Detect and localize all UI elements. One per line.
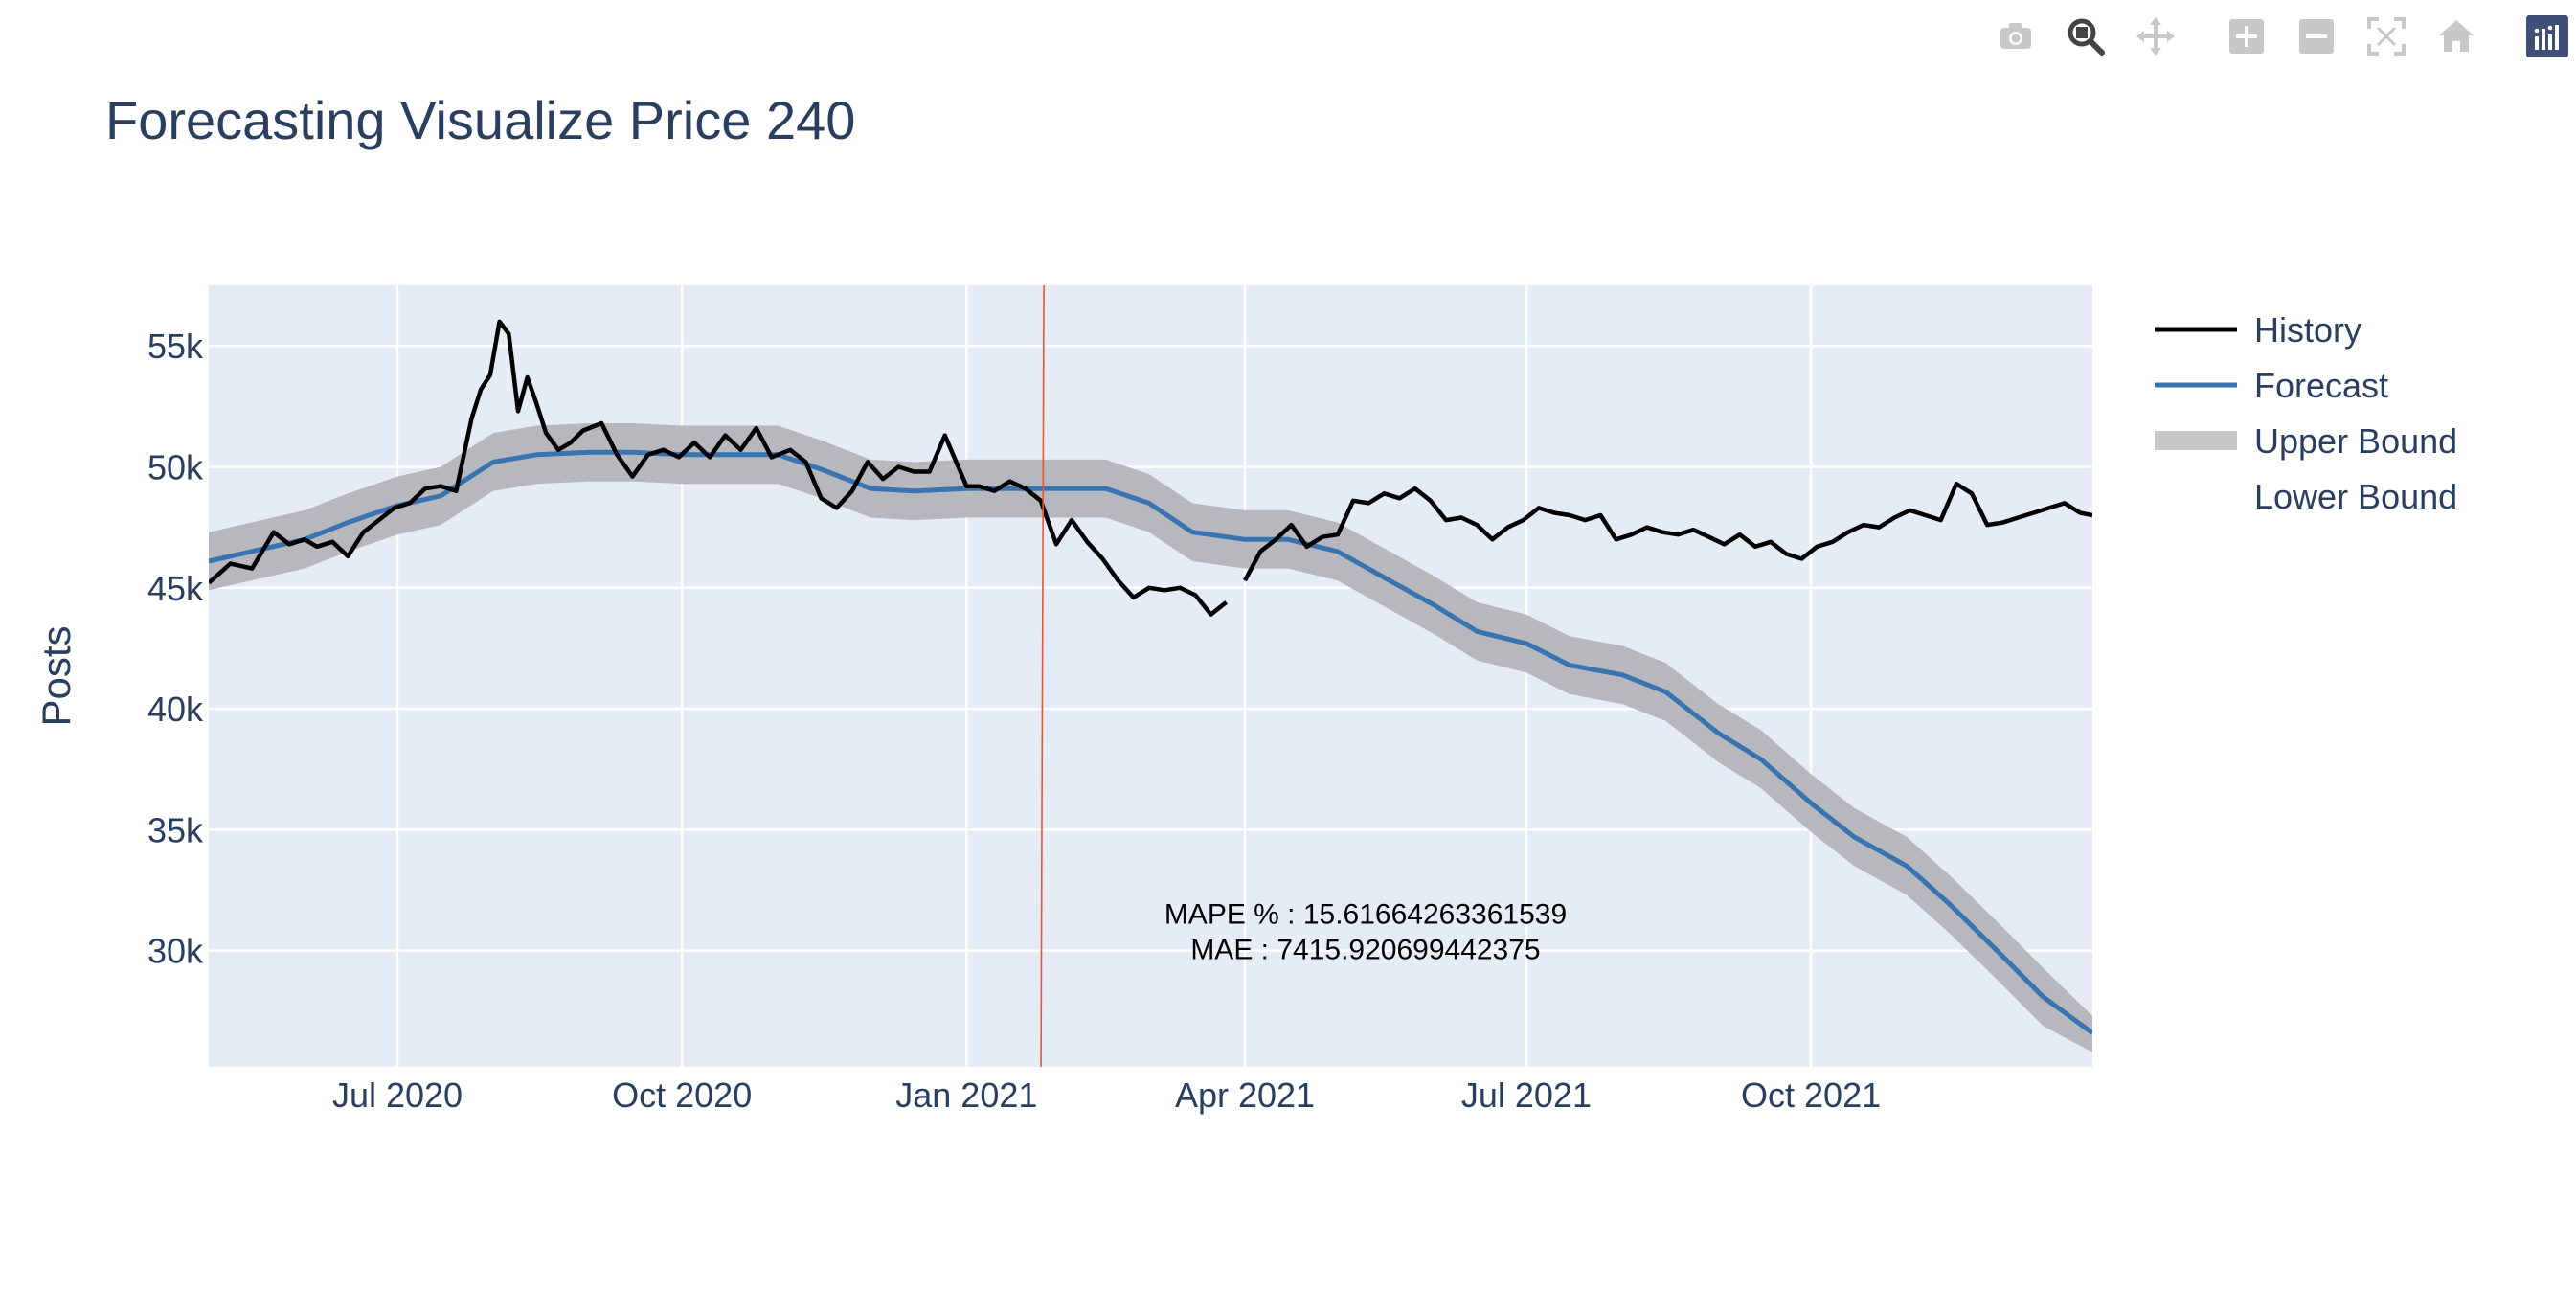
y-tick-label: 45k [147,569,204,608]
annotation-line: MAPE % : 15.61664263361539 [1164,899,1567,931]
confidence-band [209,423,2092,1052]
zoom-in-button[interactable] [2218,8,2275,65]
x-tick-label: Oct 2021 [1741,1075,1881,1115]
camera-button[interactable] [1987,8,2045,65]
zoom-out-button[interactable] [2288,8,2345,65]
y-tick-label: 50k [147,447,204,486]
x-tick-label: Jul 2020 [332,1075,463,1115]
gridlines [209,285,2092,1067]
x-tick-label: Oct 2020 [612,1075,752,1115]
chart-title: Forecasting Visualize Price 240 [105,90,855,150]
legend: History Forecast Upper Bound Lower Bound [2155,310,2457,516]
legend-label: History [2254,310,2361,350]
plotly-logo-button[interactable] [2519,8,2576,65]
camera-icon [2000,23,2031,49]
history-line [209,319,2092,617]
modebar [1975,8,2576,65]
zoom-button[interactable] [2057,8,2114,65]
autoscale-button[interactable] [2358,8,2415,65]
x-tick-label: Apr 2021 [1175,1075,1315,1115]
plot-area[interactable] [209,285,2092,1067]
forecast-start-line [1040,285,1045,1067]
zoom-in-icon [2229,19,2264,54]
pan-button[interactable] [2127,8,2184,65]
forecast-line [209,449,2092,1035]
zoom-out-icon [2299,19,2334,54]
legend-label: Upper Bound [2254,421,2457,461]
legend-label: Lower Bound [2254,477,2457,516]
y-tick-label: 40k [147,690,204,729]
y-axis-title: Posts [34,625,79,726]
home-button[interactable] [2428,8,2485,65]
zoom-icon [2068,18,2105,56]
pan-icon [2136,17,2175,56]
plotly-logo-icon [2526,15,2568,57]
home-icon [2439,20,2474,52]
x-tick-label: Jul 2021 [1461,1075,1592,1115]
legend-label: Forecast [2254,366,2388,405]
annotation-line: MAE : 7415.920699442375 [1190,935,1540,966]
metrics-annotation: MAPE % : 15.61664263361539 MAE : 7415.920… [1164,899,1567,966]
y-tick-label: 30k [147,932,204,971]
y-tick-label: 35k [147,810,204,849]
y-tick-label: 55k [147,327,204,366]
x-tick-label: Jan 2021 [895,1075,1037,1115]
plot-traces [209,285,2092,1067]
axes: Jul 2020 Oct 2020 Jan 2021 Apr 2021 Jul 2021… [147,327,1881,1115]
autoscale-icon [2367,17,2406,56]
